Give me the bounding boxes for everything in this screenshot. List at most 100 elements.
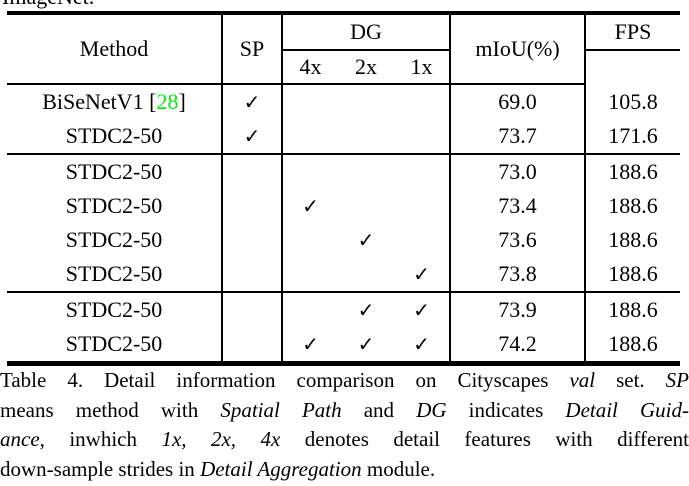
sp-check-cell [222, 291, 283, 327]
method-name: STDC2-50 [65, 159, 163, 184]
header-dg-2x: 2x [338, 50, 394, 85]
dg2x-check-cell [338, 257, 394, 292]
table-row: STDC2-50 ✓ ✓ ✓ 74.2 188.6 [7, 327, 680, 364]
citation-number: 28 [156, 89, 179, 114]
fps-cell: 188.6 [585, 291, 681, 327]
dg2x-check-cell: ✓ [357, 228, 375, 252]
method-name: BiSeNetV1 [42, 89, 144, 114]
header-dg: DG [282, 13, 452, 51]
dg4x-check-cell: ✓ [302, 194, 319, 218]
method-cell: BiSeNetV1 [28] [7, 84, 223, 119]
dg1x-check-cell [394, 84, 452, 119]
citation-bracket-close: ] [178, 89, 186, 114]
table-row: BiSeNetV1 [28] ✓ 69.0 105.8 [7, 84, 680, 119]
dg2x-check-cell [338, 119, 394, 154]
dg4x-check-cell [282, 223, 338, 257]
results-table-wrapper: Method SP DG mIoU(%) FPS 4x 2x 1x BiSeNe… [7, 11, 681, 366]
header-dg-1x: 1x [394, 50, 452, 85]
fps-cell: 188.6 [608, 261, 658, 286]
caption-text-segment: 1x, 2x, 4x [161, 427, 281, 451]
method-name: STDC2-50 [65, 193, 163, 218]
miou-cell: 73.4 [450, 189, 587, 223]
miou-cell: 73.8 [450, 257, 587, 292]
miou-cell: 74.2 [450, 327, 587, 364]
header-fps: FPS [585, 13, 681, 51]
dg1x-check-cell: ✓ [394, 257, 452, 292]
header-row-2: 4x 2x 1x [7, 50, 680, 85]
method-name: STDC2-50 [65, 123, 163, 148]
sp-check-cell [222, 327, 283, 364]
caption-text-segment: val [569, 368, 596, 392]
caption-line-1: Table 4. Detail information comparison o… [0, 366, 689, 396]
caption-text-segment: down-sample strides in [0, 456, 201, 481]
dg1x-check-cell [394, 119, 452, 154]
header-sp: SP [222, 13, 283, 85]
caption-text-segment: means method with [0, 397, 221, 422]
table-body: BiSeNetV1 [28] ✓ 69.0 105.8 STDC2-50 ✓ 7… [7, 84, 681, 364]
dg2x-check-cell [338, 153, 394, 189]
method-cell: STDC2-50 [7, 327, 223, 364]
caption-text-segment: and [341, 397, 417, 422]
caption-text-segment: set. [595, 368, 666, 392]
caption-text-segment: SP [665, 368, 689, 392]
method-cell: STDC2-50 [7, 223, 223, 257]
miou-cell: 73.6 [450, 223, 587, 257]
caption-text-segment: Detail Guid- [565, 397, 689, 422]
fps-cell: 188.6 [608, 193, 658, 218]
results-table: Method SP DG mIoU(%) FPS 4x 2x 1x BiSeNe… [7, 11, 681, 366]
caption-text-segment: ance [0, 427, 40, 451]
method-name: STDC2-50 [65, 227, 163, 252]
miou-cell: 73.9 [450, 291, 587, 327]
dg4x-check-cell [282, 291, 338, 327]
dg2x-check-cell [338, 189, 394, 223]
clipped-text-fragment: ImageNet. [2, 0, 242, 9]
caption-text-segment: module. [361, 456, 436, 481]
caption-line-4: down-sample strides in Detail Aggregatio… [0, 455, 689, 485]
miou-cell: 69.0 [450, 84, 587, 119]
table-row: STDC2-50 ✓ 73.8 188.6 [7, 257, 680, 292]
method-cell: STDC2-50 [7, 189, 223, 223]
caption-text-segment: DG [416, 397, 447, 422]
dg4x-check-cell [282, 257, 338, 292]
dg1x-check-cell [394, 189, 452, 223]
fps-cell: 188.6 [585, 153, 681, 189]
fps-cell: 188.6 [608, 331, 658, 356]
method-cell: STDC2-50 [7, 153, 223, 189]
table-caption: Table 4. Detail information comparison o… [0, 366, 689, 484]
fps-cell: 105.8 [608, 88, 658, 114]
table-row: STDC2-50 ✓ 73.6 188.6 [7, 223, 680, 257]
miou-cell: 73.0 [450, 153, 587, 189]
dg1x-check-cell: ✓ [394, 291, 452, 327]
caption-text-segment: Table 4. Detail information comparison o… [0, 368, 570, 392]
sp-check-cell [222, 223, 283, 257]
dg4x-check-cell [282, 119, 338, 154]
table-row: STDC2-50 ✓ 73.4 188.6 [7, 189, 680, 223]
method-name: STDC2-50 [65, 261, 163, 286]
dg4x-check-cell [282, 84, 338, 119]
table-row: STDC2-50 ✓ ✓ 73.9 188.6 [7, 291, 681, 327]
header-dg-4x: 4x [282, 50, 338, 85]
caption-line-3: ance, inwhich 1x, 2x, 4x denotes detail … [0, 425, 689, 455]
dg2x-check-cell: ✓ [357, 332, 375, 356]
dg4x-check-cell [282, 153, 338, 189]
method-cell: STDC2-50 [7, 119, 223, 154]
header-method: Method [7, 13, 223, 85]
table-header: Method SP DG mIoU(%) FPS 4x 2x 1x [7, 13, 681, 85]
citation-bracket-open: [ [143, 89, 157, 114]
caption-text-segment: indicates [446, 397, 566, 422]
sp-check-cell: ✓ [222, 84, 283, 119]
header-row-1: Method SP DG mIoU(%) FPS [7, 13, 681, 85]
caption-line-2: means method with Spatial Path and DG in… [0, 396, 689, 426]
method-cell: STDC2-50 [7, 291, 223, 327]
caption-text-segment: Spatial Path [220, 397, 342, 422]
fps-cell: 188.6 [608, 227, 658, 252]
dg2x-check-cell: ✓ [338, 291, 394, 327]
dg1x-check-cell: ✓ [394, 327, 452, 364]
dg1x-check-cell [394, 153, 452, 189]
caption-text-segment: denotes detail features with different [280, 427, 689, 451]
clipped-text: ImageNet. [2, 0, 94, 9]
method-name: STDC2-50 [65, 297, 163, 322]
table-row: STDC2-50 ✓ 73.7 171.6 [7, 119, 680, 154]
miou-cell: 73.7 [450, 119, 587, 154]
